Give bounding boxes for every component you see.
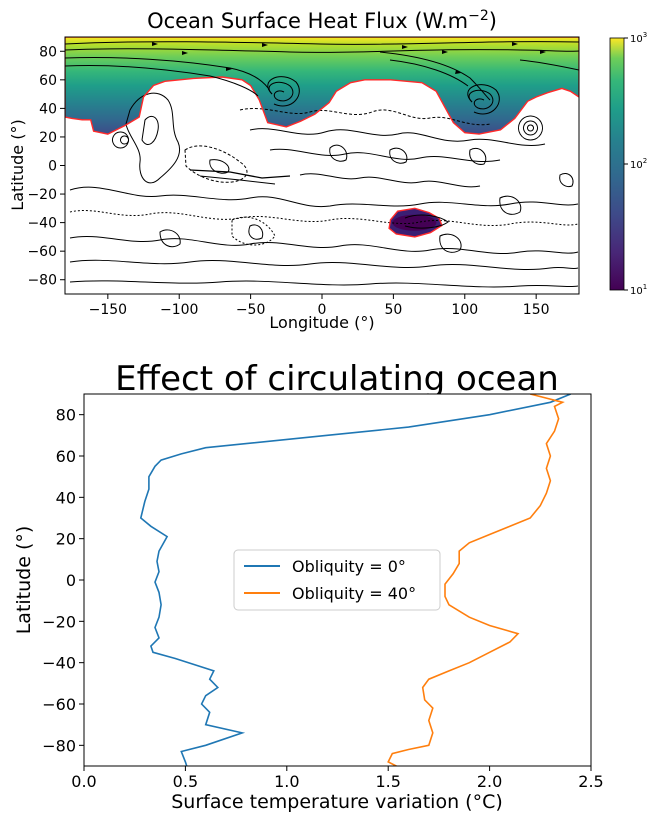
top-x-tick-label: −150 [89, 302, 127, 318]
top-x-tick-label: 50 [384, 302, 402, 318]
colorbar-tick-label: 102 [630, 157, 647, 171]
top-y-tick-label: −20 [27, 187, 57, 203]
top-x-axis-label: Longitude (°) [269, 313, 374, 332]
bottom-x-tick-label: 1.5 [375, 772, 400, 791]
bottom-axes: 0.0 0.5 1.0 1.5 2.0 2.5 −80 −60 −40 −20 0 20 40 60 80 [42, 406, 603, 791]
bottom-y-tick-label: −80 [42, 736, 76, 755]
top-x-tick-label: −100 [160, 302, 198, 318]
top-x-tick-label: 100 [451, 302, 478, 318]
top-y-tick-label: 0 [48, 159, 57, 175]
streamline-arrowheads [152, 42, 546, 74]
legend: Obliquity = 0° Obliquity = 40° [233, 549, 441, 611]
top-y-tick-label: 40 [39, 101, 57, 117]
heat-flux-map: Ocean Surface Heat Flux (W.m−2) [8, 8, 647, 332]
bottom-y-tick-label: −20 [42, 612, 76, 631]
bottom-x-tick-label: 0.0 [71, 772, 96, 791]
colorbar: 101 102 103 [609, 31, 647, 297]
bottom-y-tick-label: 40 [56, 488, 76, 507]
southern-basin-core [392, 214, 437, 231]
bottom-y-tick-label: 60 [56, 447, 76, 466]
bottom-y-tick-label: −60 [42, 695, 76, 714]
top-y-tick-label: −60 [27, 244, 57, 260]
top-x-tick-label: 150 [523, 302, 550, 318]
top-chart-title: Ocean Surface Heat Flux (W.m−2) [147, 8, 497, 33]
bottom-y-tick-label: −40 [42, 654, 76, 673]
bottom-x-tick-label: 2.0 [477, 772, 502, 791]
bottom-y-tick-label: 80 [56, 406, 76, 425]
ocean-region-fill [65, 37, 579, 135]
land-topography-contours [69, 92, 579, 288]
series-line-1 [387, 394, 565, 766]
bottom-x-tick-label: 1.0 [274, 772, 299, 791]
bottom-y-axis-label: Latitude (°) [13, 526, 35, 635]
top-y-tick-label: 60 [39, 73, 57, 89]
colorbar-tick-label: 103 [630, 31, 647, 45]
top-axes: −150 −100 −50 0 50 100 150 −80 −60 −40 −20 0 20 40 60 8… [27, 44, 549, 318]
legend-label-obliquity-40: Obliquity = 40° [292, 584, 416, 603]
bottom-x-tick-label: 0.5 [173, 772, 198, 791]
legend-label-obliquity-0: Obliquity = 0° [292, 557, 406, 576]
top-y-tick-label: −80 [27, 273, 57, 289]
colorbar-ticks: 101 102 103 [624, 31, 647, 297]
legend-box [233, 549, 441, 611]
series-lines [139, 394, 572, 766]
colorbar-tick-label: 101 [630, 283, 647, 297]
top-y-tick-label: −40 [27, 216, 57, 232]
top-y-tick-label: 80 [39, 44, 57, 60]
temperature-variation-chart: Effect of circulating ocean 0.0 0.5 1.0 1.5… [13, 359, 604, 813]
bottom-y-tick-label: 20 [56, 530, 76, 549]
top-y-axis-label: Latitude (°) [8, 119, 27, 210]
top-x-tick-label: 0 [318, 302, 327, 318]
ocean-streamlines [65, 41, 579, 229]
bottom-chart-title: Effect of circulating ocean [115, 359, 559, 399]
bottom-x-axis-label: Surface temperature variation (°C) [171, 791, 503, 813]
bottom-x-tick-label: 2.5 [578, 772, 603, 791]
colorbar-gradient [609, 37, 625, 291]
series-line-0 [139, 394, 572, 766]
bottom-y-tick-label: 0 [66, 571, 76, 590]
ocean-region-outline [65, 37, 579, 135]
top-y-tick-label: 20 [39, 130, 57, 146]
top-x-tick-label: −50 [236, 302, 266, 318]
